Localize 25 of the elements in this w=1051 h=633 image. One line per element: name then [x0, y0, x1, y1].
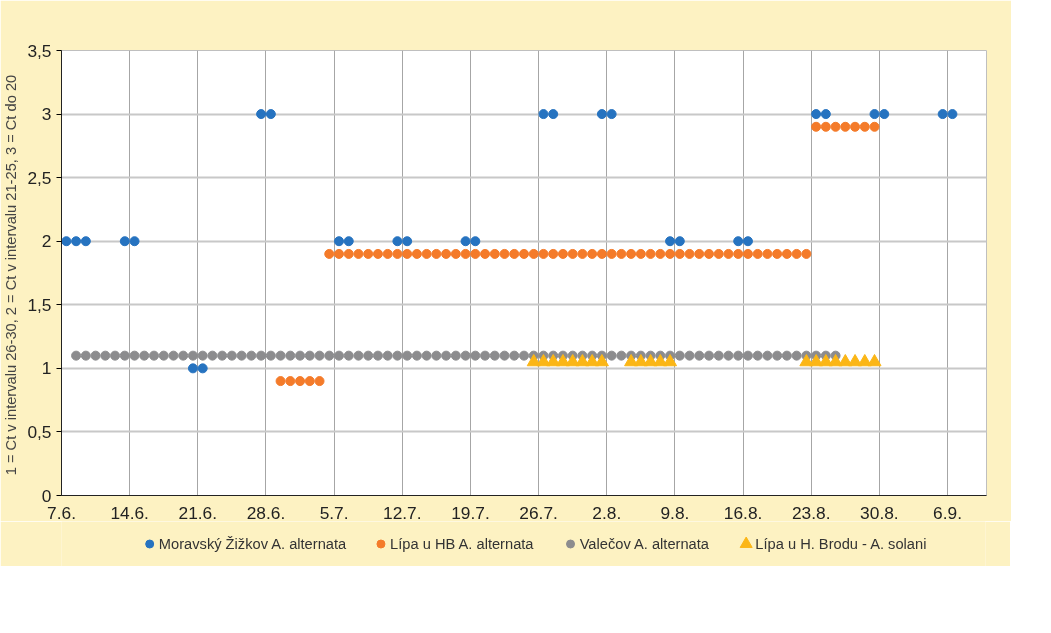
x-tick-label: 5.7. [319, 502, 349, 523]
x-tick-label: 19.7. [451, 502, 490, 523]
y-tick-label: 0,5 [27, 421, 52, 442]
x-tick-label: 30.8. [860, 502, 899, 523]
y-tick-label: 2 [41, 231, 52, 252]
x-tick-label: 26.7. [519, 502, 558, 523]
y-tick-label: 1,5 [27, 294, 52, 315]
y-tick-label: 1 [41, 358, 52, 379]
legend-label: Moravský Žižkov A. alternata [158, 536, 348, 552]
legend-label: Lípa u HB A. alternata [390, 536, 535, 552]
x-tick-label: 9.8. [660, 502, 690, 523]
x-tick-label: 2.8. [592, 502, 622, 523]
y-tick-label: 3,5 [27, 40, 52, 61]
x-tick-label: 28.6. [246, 502, 286, 523]
y-axis-title: 1 = Ct v intervalu 26-30, 2 = Ct v intervalu 21-25, 3 = Ct do 20 [3, 74, 20, 476]
y-tick-label: 3 [41, 104, 52, 125]
legend-label: Lípa u H. Brodu - A. solani [755, 536, 927, 552]
x-tick-label: 16.8. [723, 502, 763, 523]
x-tick-label: 14.6. [110, 502, 149, 523]
x-tick-label: 23.8. [791, 502, 831, 523]
x-tick-label: 12.7. [383, 502, 422, 523]
y-tick-label: 2,5 [27, 167, 52, 188]
x-tick-label: 6.9. [933, 502, 963, 523]
legend-label: Valečov A. alternata [579, 536, 710, 552]
x-tick-label: 21.6. [178, 502, 218, 523]
